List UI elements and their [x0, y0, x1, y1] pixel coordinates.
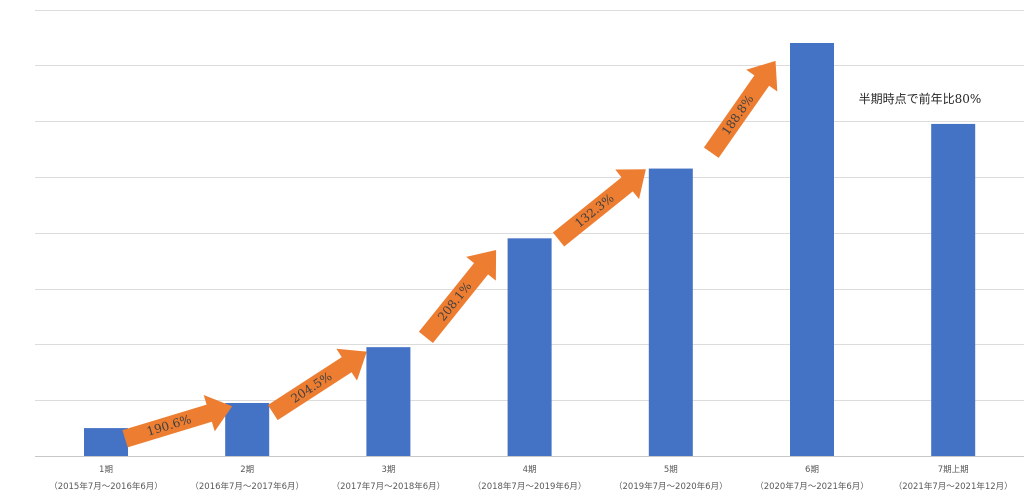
gridlines — [35, 10, 1024, 457]
period-label: （2015年7月～2016年6月） — [49, 481, 163, 492]
bar-1 — [84, 428, 128, 456]
bar-3 — [366, 347, 411, 456]
growth-rate-label: 188.8% — [719, 92, 757, 138]
growth-arrow-1: 190.6% — [122, 395, 233, 448]
bars — [84, 42, 976, 457]
arrow-shape — [122, 395, 233, 448]
period-label: （2017年7月～2018年6月） — [332, 481, 446, 492]
category-label: 2期 — [240, 465, 254, 475]
bar-4 — [507, 238, 552, 456]
category-label: 3期 — [381, 465, 395, 475]
period-label: （2021年7月～2021年12月） — [894, 481, 1013, 492]
growth-rate-label: 132.3% — [572, 191, 616, 231]
period-label: （2016年7月～2017年6月） — [190, 481, 304, 492]
category-label: 1期 — [99, 465, 113, 475]
arrow-shape — [418, 250, 497, 343]
bar-2 — [225, 402, 270, 456]
category-labels: 1期 （2015年7月～2016年6月） 2期 （2016年7月～2017年6月） 3期… — [49, 465, 1012, 492]
category-label: 7期上期 — [938, 465, 969, 475]
growth-arrow-2: 204.5% — [267, 348, 367, 421]
bar-7 — [931, 123, 976, 457]
bar-6 — [790, 42, 834, 457]
category-label: 4期 — [523, 465, 537, 475]
bar-5 — [648, 168, 693, 457]
period-label: （2018年7月～2019年6月） — [473, 481, 587, 492]
period-label: （2019年7月～2020年6月） — [614, 481, 728, 492]
growth-rate-label: 208.1% — [435, 279, 475, 323]
arrow-shape — [267, 348, 367, 421]
arrow-shape — [703, 60, 778, 158]
growth-arrow-5: 188.8% — [703, 60, 778, 158]
arrow-shape — [552, 169, 646, 247]
annotation-text: 半期時点で前年比80% — [859, 91, 982, 106]
category-label: 6期 — [805, 465, 819, 475]
growth-arrow-4: 132.3% — [552, 169, 646, 247]
growth-arrow-3: 208.1% — [418, 250, 497, 343]
period-label: （2020年7月～2021年6月） — [755, 481, 869, 492]
category-label: 5期 — [664, 465, 678, 475]
